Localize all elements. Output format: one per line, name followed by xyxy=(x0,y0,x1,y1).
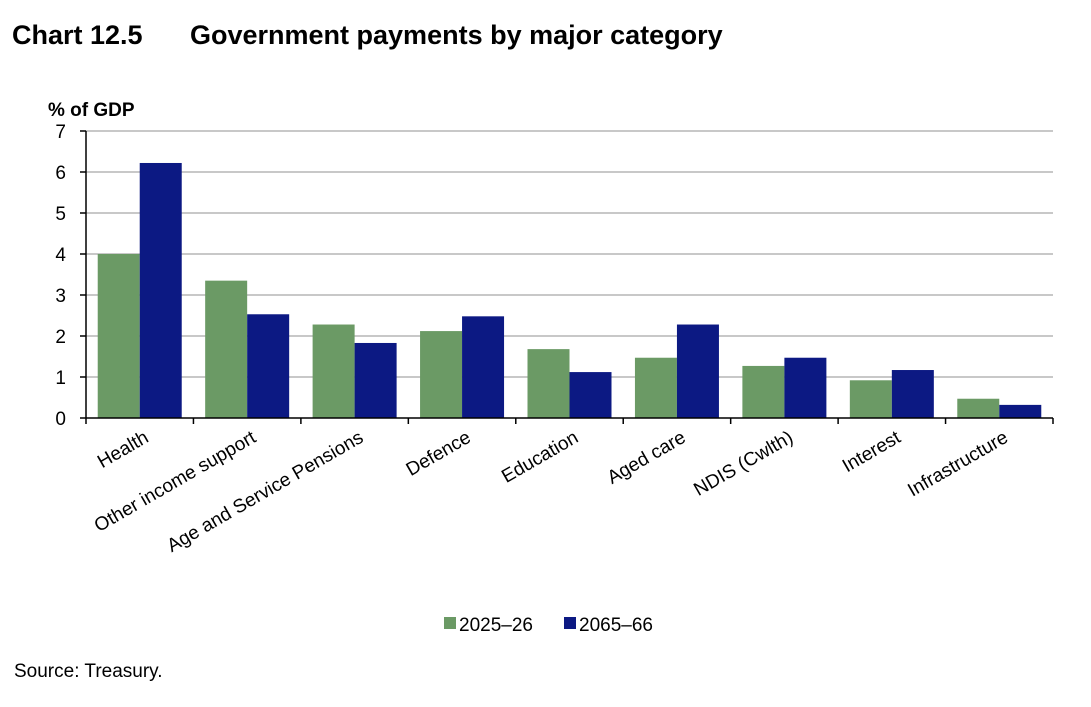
bar-2025-26 xyxy=(527,349,570,418)
x-tick-label: Age and Service Pensions xyxy=(164,427,368,557)
x-tick-label: Interest xyxy=(839,427,905,477)
x-tick-label: Infrastructure xyxy=(904,427,1011,501)
bar-2065-66 xyxy=(139,162,182,418)
bar-2065-66 xyxy=(784,357,827,418)
bar-2065-66 xyxy=(354,342,397,418)
y-tick-label: 3 xyxy=(55,286,66,307)
bar-2025-26 xyxy=(420,331,463,418)
legend-label-2025-26: 2025–26 xyxy=(459,615,533,636)
bar-2025-26 xyxy=(205,280,248,418)
bar-2065-66 xyxy=(999,404,1042,418)
bar-2065-66 xyxy=(891,370,934,418)
chart-number: Chart 12.5 xyxy=(12,20,143,50)
bar-2065-66 xyxy=(247,314,290,418)
y-tick-label: 2 xyxy=(55,327,66,348)
bar-2025-26 xyxy=(957,398,1000,418)
y-tick-label: 4 xyxy=(55,245,66,266)
bar-2025-26 xyxy=(634,357,677,418)
bar-2025-26 xyxy=(849,380,892,418)
x-tick-label: Defence xyxy=(403,427,475,481)
chart-title: Government payments by major category xyxy=(190,20,723,50)
legend-label-2065-66: 2065–66 xyxy=(579,615,653,636)
y-tick-label: 6 xyxy=(55,163,66,184)
bar-2065-66 xyxy=(462,316,505,418)
y-tick-label: 1 xyxy=(55,368,66,389)
y-tick-label: 0 xyxy=(55,409,66,430)
y-tick-label: 5 xyxy=(55,204,66,225)
x-tick-label: Education xyxy=(498,427,582,487)
x-tick-label: NDIS (Cwlth) xyxy=(690,427,796,501)
x-tick-label: Health xyxy=(94,427,152,473)
source-note: Source: Treasury. xyxy=(14,661,163,682)
bar-2065-66 xyxy=(569,372,612,418)
y-tick-label: 7 xyxy=(55,122,66,143)
legend-swatch-2025-26 xyxy=(444,617,456,629)
bar-2025-26 xyxy=(742,365,785,418)
chart-header: Chart 12.5 Government payments by major c… xyxy=(12,20,723,51)
x-tick-label: Aged care xyxy=(604,427,690,488)
bar-2025-26 xyxy=(312,324,355,418)
bars xyxy=(97,162,1042,418)
bar-2025-26 xyxy=(97,254,140,418)
legend-swatch-2065-66 xyxy=(564,617,576,629)
legend: 2025–26 2065–66 xyxy=(444,615,653,636)
y-axis-label: % of GDP xyxy=(48,100,135,121)
bar-2065-66 xyxy=(676,324,719,418)
